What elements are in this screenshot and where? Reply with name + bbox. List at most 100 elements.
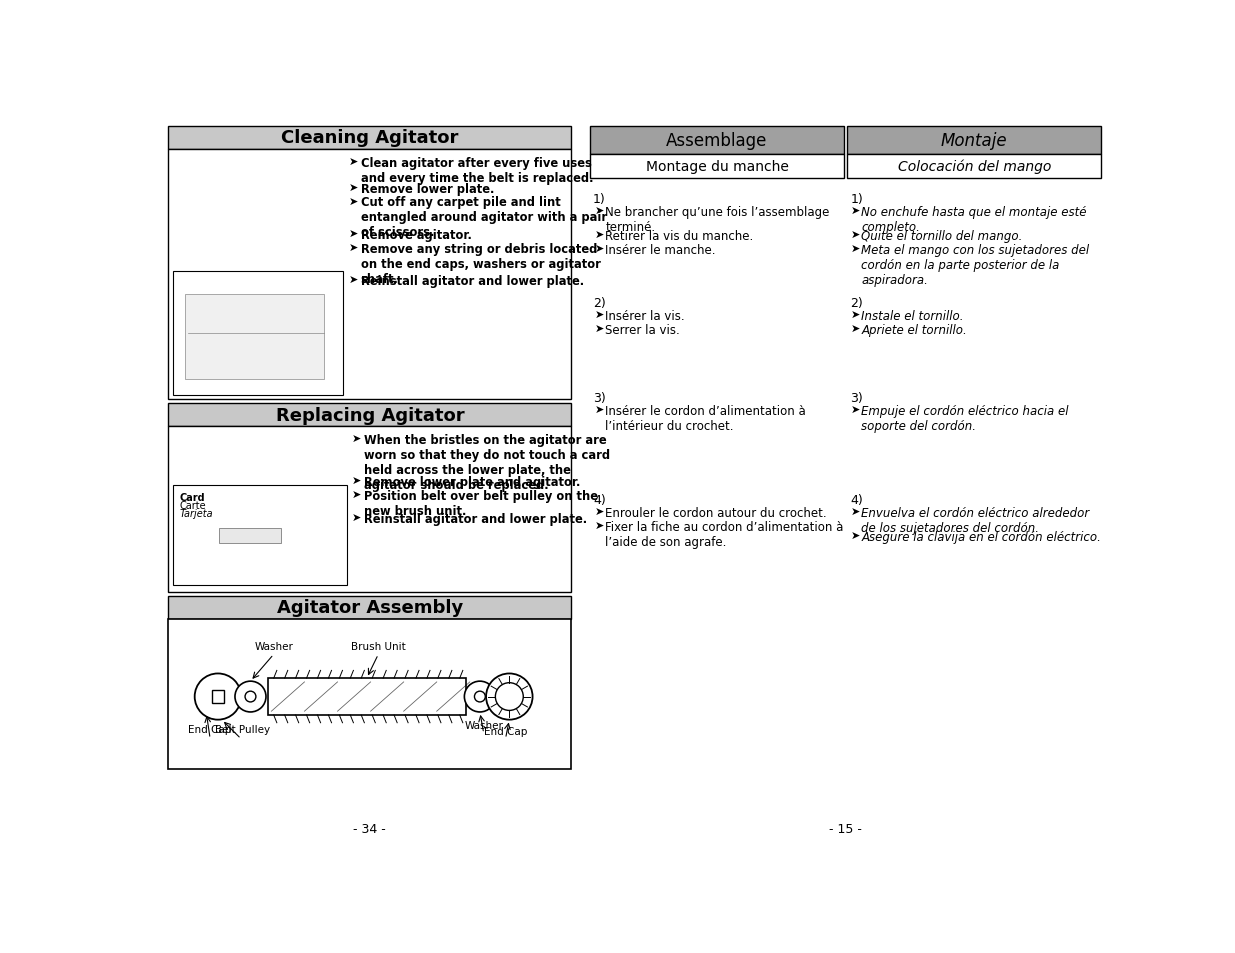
Bar xyxy=(168,427,572,592)
Bar xyxy=(211,691,224,703)
Text: End Cap: End Cap xyxy=(484,726,527,736)
Circle shape xyxy=(235,681,266,712)
Text: 3): 3) xyxy=(593,392,606,404)
Text: ➤: ➤ xyxy=(594,324,604,334)
Text: Asegure la clavija en el cordón eléctrico.: Asegure la clavija en el cordón eléctric… xyxy=(861,531,1102,543)
Text: No enchufe hasta que el montaje esté
completo.: No enchufe hasta que el montaje esté com… xyxy=(861,206,1087,233)
Text: When the bristles on the agitator are
worn so that they do not touch a card
held: When the bristles on the agitator are wo… xyxy=(363,434,610,492)
Text: Replacing Agitator: Replacing Agitator xyxy=(275,406,464,424)
Circle shape xyxy=(195,674,241,720)
Text: Insérer le cordon d’alimentation à
l’intérieur du crochet.: Insérer le cordon d’alimentation à l’int… xyxy=(605,404,806,433)
Text: ➤: ➤ xyxy=(352,434,362,443)
Text: ➤: ➤ xyxy=(594,244,604,253)
Circle shape xyxy=(474,692,485,702)
Bar xyxy=(168,403,572,427)
Text: 1): 1) xyxy=(851,193,863,206)
Bar xyxy=(168,150,572,399)
Text: Assemblage: Assemblage xyxy=(667,132,768,150)
Text: 2): 2) xyxy=(593,296,606,310)
Text: ➤: ➤ xyxy=(350,183,358,193)
Text: Remove lower plate.: Remove lower plate. xyxy=(361,183,494,195)
Text: Fixer la fiche au cordon d’alimentation à
l’aide de son agrafe.: Fixer la fiche au cordon d’alimentation … xyxy=(605,520,844,549)
Bar xyxy=(847,127,1102,154)
Text: ➤: ➤ xyxy=(851,531,860,540)
Text: Instale el tornillo.: Instale el tornillo. xyxy=(861,310,963,323)
Text: Tarjeta: Tarjeta xyxy=(179,509,212,519)
Bar xyxy=(168,596,572,618)
Text: Insérer le manche.: Insérer le manche. xyxy=(605,244,716,256)
Text: 4): 4) xyxy=(593,494,606,507)
Text: ➤: ➤ xyxy=(851,230,860,240)
Text: Belt Pulley: Belt Pulley xyxy=(215,723,270,734)
Circle shape xyxy=(495,683,524,711)
Text: ➤: ➤ xyxy=(350,229,358,239)
Text: Colocación del mango: Colocación del mango xyxy=(898,159,1051,173)
Circle shape xyxy=(487,674,532,720)
Text: 1): 1) xyxy=(593,193,606,206)
Text: Insérer la vis.: Insérer la vis. xyxy=(605,310,685,323)
Text: ➤: ➤ xyxy=(594,310,604,319)
Text: ➤: ➤ xyxy=(594,520,604,531)
Text: ➤: ➤ xyxy=(350,156,358,167)
Text: ➤: ➤ xyxy=(594,206,604,216)
Text: ➤: ➤ xyxy=(352,489,362,499)
Bar xyxy=(168,618,572,769)
Text: ➤: ➤ xyxy=(594,230,604,240)
Text: Ne brancher qu’une fois l’assemblage
terminé.: Ne brancher qu’une fois l’assemblage ter… xyxy=(605,206,830,233)
Text: 2): 2) xyxy=(851,296,863,310)
Text: ➤: ➤ xyxy=(594,404,604,415)
Text: - 15 -: - 15 - xyxy=(829,822,862,836)
Text: Card: Card xyxy=(179,492,205,502)
Text: ➤: ➤ xyxy=(350,242,358,253)
Text: Montaje: Montaje xyxy=(941,132,1008,150)
Text: ➤: ➤ xyxy=(851,507,860,517)
Text: Washer: Washer xyxy=(254,641,293,652)
Bar xyxy=(168,127,572,150)
Text: ➤: ➤ xyxy=(350,196,358,206)
Bar xyxy=(847,154,1102,179)
Text: Envuelva el cordón eléctrico alrededor
de los sujetadores del cordón.: Envuelva el cordón eléctrico alrededor d… xyxy=(861,507,1089,535)
Text: ➤: ➤ xyxy=(594,507,604,517)
Text: Meta el mango con los sujetadores del
cordón en la parte posterior de la
aspirad: Meta el mango con los sujetadores del co… xyxy=(861,244,1089,287)
Text: ➤: ➤ xyxy=(352,476,362,486)
Text: Quite el tornillo del mango.: Quite el tornillo del mango. xyxy=(861,230,1023,243)
Text: Enrouler le cordon autour du crochet.: Enrouler le cordon autour du crochet. xyxy=(605,507,827,519)
Text: Cut off any carpet pile and lint
entangled around agitator with a pair
of scisso: Cut off any carpet pile and lint entangl… xyxy=(361,196,606,239)
Text: ➤: ➤ xyxy=(851,244,860,253)
Text: ➤: ➤ xyxy=(352,513,362,522)
Bar xyxy=(590,154,845,179)
Text: ➤: ➤ xyxy=(851,404,860,415)
Text: ➤: ➤ xyxy=(851,324,860,334)
Text: ➤: ➤ xyxy=(851,206,860,216)
Text: - 34 -: - 34 - xyxy=(353,822,387,836)
Text: Carte: Carte xyxy=(179,500,206,511)
Text: End Cap: End Cap xyxy=(189,723,232,734)
Bar xyxy=(184,295,324,379)
Text: Brush Unit: Brush Unit xyxy=(351,641,406,652)
Text: 3): 3) xyxy=(851,392,863,404)
Text: ➤: ➤ xyxy=(851,310,860,319)
Bar xyxy=(590,127,845,154)
Text: Reinstall agitator and lower plate.: Reinstall agitator and lower plate. xyxy=(363,513,587,525)
Text: Montage du manche: Montage du manche xyxy=(646,160,788,173)
Text: Retirer la vis du manche.: Retirer la vis du manche. xyxy=(605,230,753,243)
Bar xyxy=(220,528,282,543)
Text: Position belt over belt pulley on the
new brush unit.: Position belt over belt pulley on the ne… xyxy=(363,489,598,517)
Text: 4): 4) xyxy=(851,494,863,507)
Text: Remove lower plate and agitator.: Remove lower plate and agitator. xyxy=(363,476,580,489)
Text: Serrer la vis.: Serrer la vis. xyxy=(605,324,680,336)
Text: Empuje el cordón eléctrico hacia el
soporte del cordón.: Empuje el cordón eléctrico hacia el sopo… xyxy=(861,404,1068,433)
Bar xyxy=(173,272,343,395)
Text: Remove agitator.: Remove agitator. xyxy=(361,229,472,242)
Text: Apriete el tornillo.: Apriete el tornillo. xyxy=(861,324,967,336)
Text: Clean agitator after every five uses
and every time the belt is replaced.: Clean agitator after every five uses and… xyxy=(361,156,593,185)
Text: Agitator Assembly: Agitator Assembly xyxy=(277,598,463,617)
Text: Cleaning Agitator: Cleaning Agitator xyxy=(282,130,458,147)
Bar xyxy=(268,679,466,716)
Text: ➤: ➤ xyxy=(350,275,358,285)
Circle shape xyxy=(464,681,495,712)
Text: Reinstall agitator and lower plate.: Reinstall agitator and lower plate. xyxy=(361,275,584,288)
Circle shape xyxy=(245,692,256,702)
Bar xyxy=(173,486,347,586)
Text: Remove any string or debris located
on the end caps, washers or agitator
shaft.: Remove any string or debris located on t… xyxy=(361,242,600,285)
